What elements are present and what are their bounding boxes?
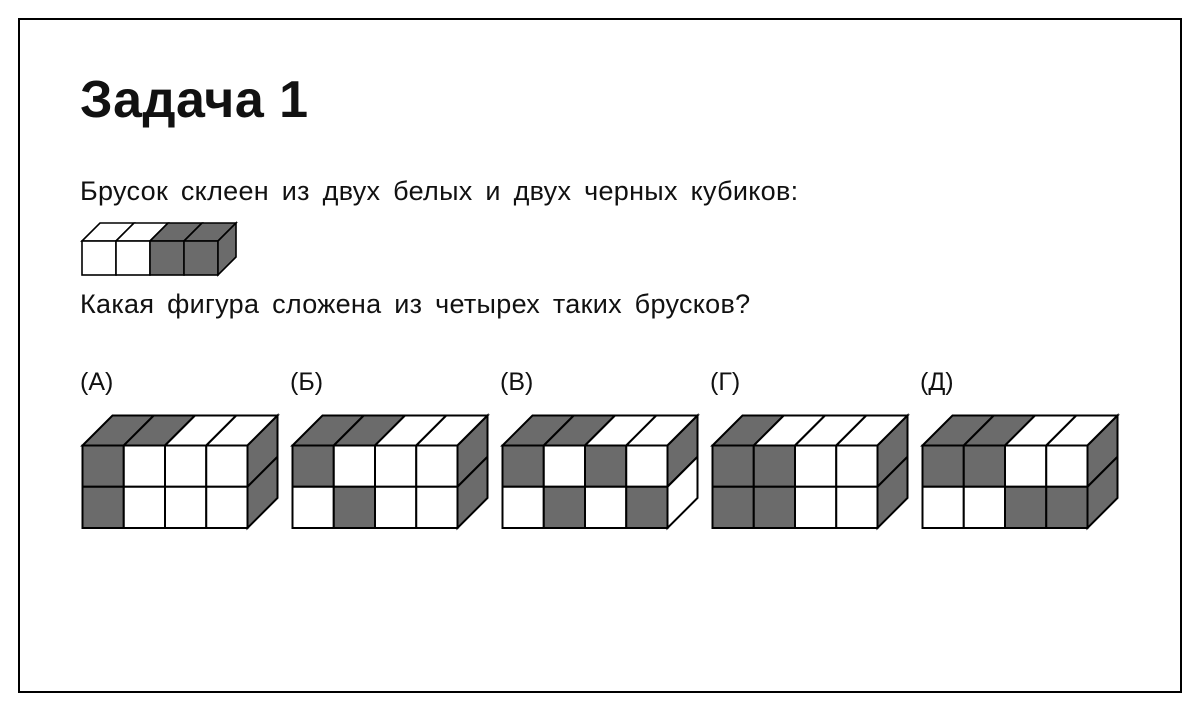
options-row: (А) (Б) (В) (Г) (Д)	[80, 368, 1120, 531]
problem-line1: Брусок склеен из двух белых и двух черны…	[80, 176, 1120, 207]
option-label: (Б)	[290, 368, 490, 397]
option: (В)	[500, 368, 700, 531]
option-figure	[920, 413, 1120, 531]
option-figure	[80, 413, 280, 531]
problem-line2: Какая фигура сложена из четырех таких бр…	[80, 289, 1120, 320]
problem-title: Задача 1	[80, 70, 1120, 130]
option-figure	[710, 413, 910, 531]
option: (А)	[80, 368, 280, 531]
option: (Г)	[710, 368, 910, 531]
option-label: (Г)	[710, 368, 910, 397]
option-figure	[500, 413, 700, 531]
option-label: (В)	[500, 368, 700, 397]
problem-frame: Задача 1 Брусок склеен из двух белых и д…	[18, 18, 1182, 693]
option-label: (Д)	[920, 368, 1120, 397]
option-label: (А)	[80, 368, 280, 397]
option-figure	[290, 413, 490, 531]
option: (Б)	[290, 368, 490, 531]
option: (Д)	[920, 368, 1120, 531]
bar-figure	[80, 221, 1120, 277]
